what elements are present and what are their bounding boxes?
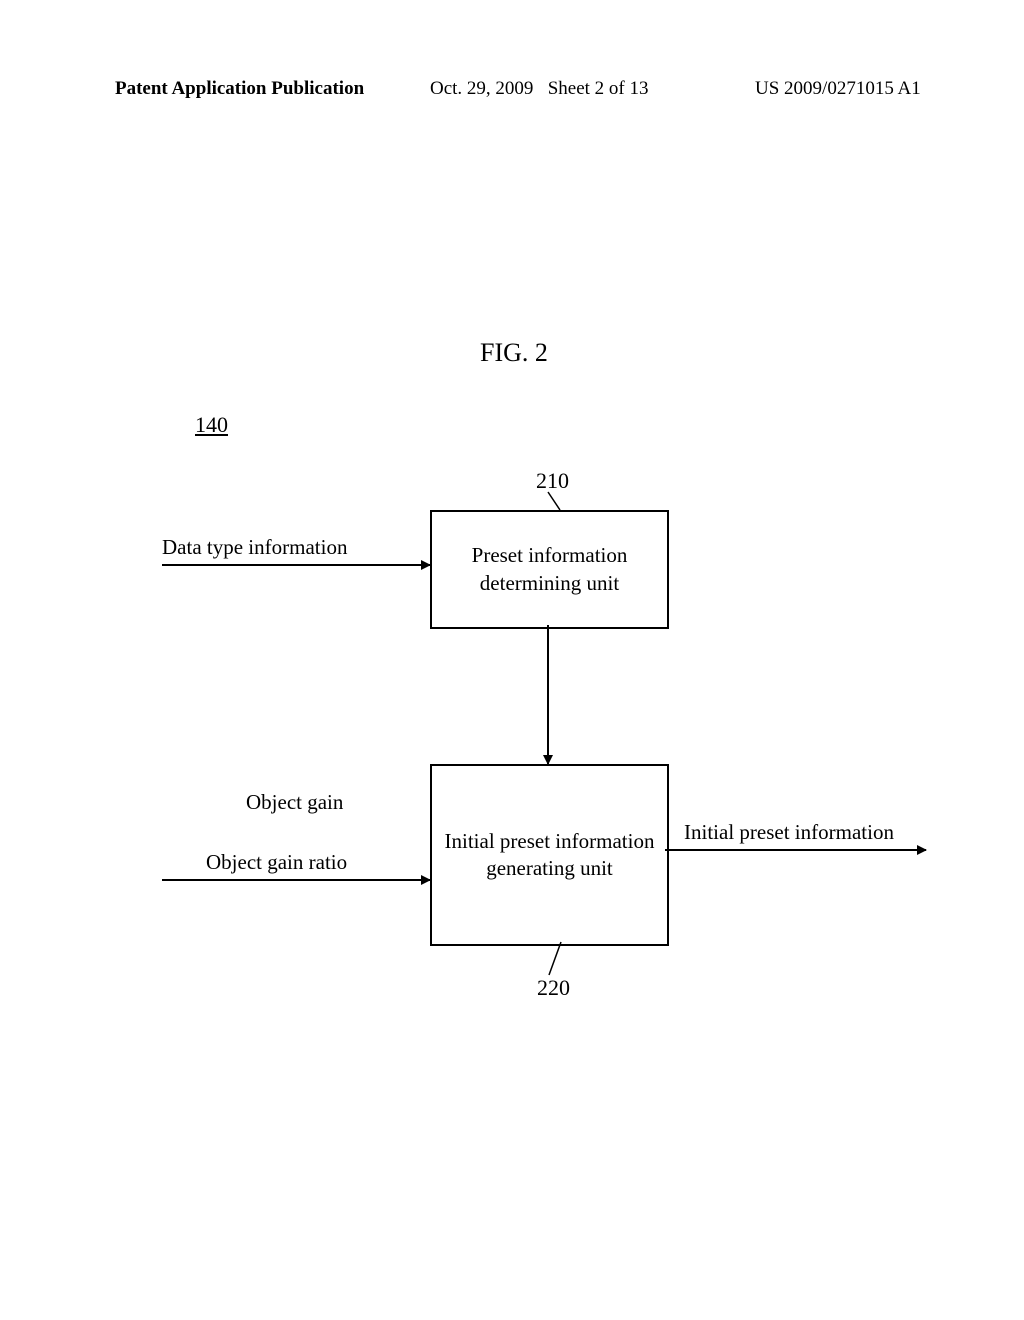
diagram-svg (0, 0, 1024, 1320)
